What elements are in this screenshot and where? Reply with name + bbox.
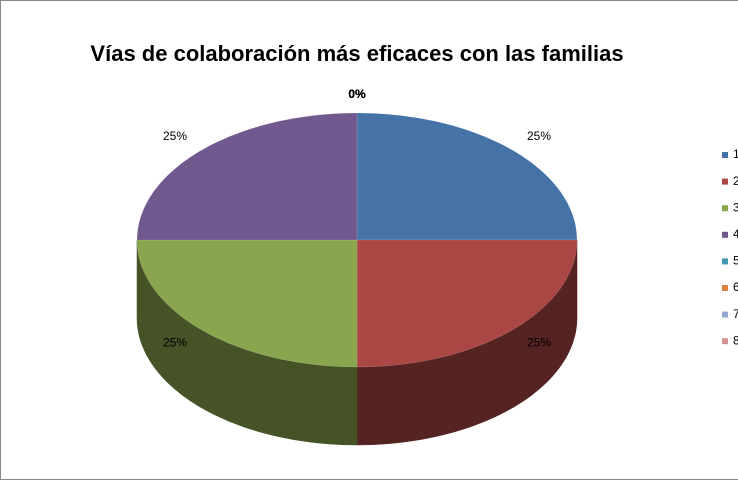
legend-label: 2: [733, 174, 738, 188]
data-label: 25%: [163, 335, 187, 349]
legend-swatch: [722, 258, 728, 265]
slice: [136, 239, 358, 368]
legend-swatch: [722, 178, 728, 185]
data-label: 0%: [348, 87, 366, 101]
legend-swatch: [722, 285, 728, 291]
data-label: 0%: [348, 87, 366, 101]
legend-label: 1: [733, 147, 738, 161]
chart-title: Vías de colaboración más eficaces con la…: [90, 41, 623, 66]
data-label: 0%: [348, 87, 366, 101]
legend-label: 6: [733, 280, 738, 294]
slice: [356, 239, 578, 368]
legend-swatch: [722, 338, 728, 345]
legend-swatch: [722, 311, 728, 318]
legend-label: 3: [733, 200, 738, 214]
legend-swatch: [722, 205, 728, 212]
legend-label: 8: [733, 333, 738, 347]
legend-label: 7: [733, 307, 738, 321]
data-label: 0%: [348, 87, 366, 101]
data-label: 25%: [527, 129, 551, 143]
legend-swatch: [722, 231, 728, 238]
legend-label: 4: [733, 227, 738, 241]
legend-swatch: [722, 152, 728, 158]
slice: [356, 112, 578, 241]
data-label: 25%: [527, 335, 551, 349]
legend-label: 5: [733, 254, 738, 268]
slice: [136, 112, 358, 241]
data-label: 25%: [163, 129, 187, 143]
